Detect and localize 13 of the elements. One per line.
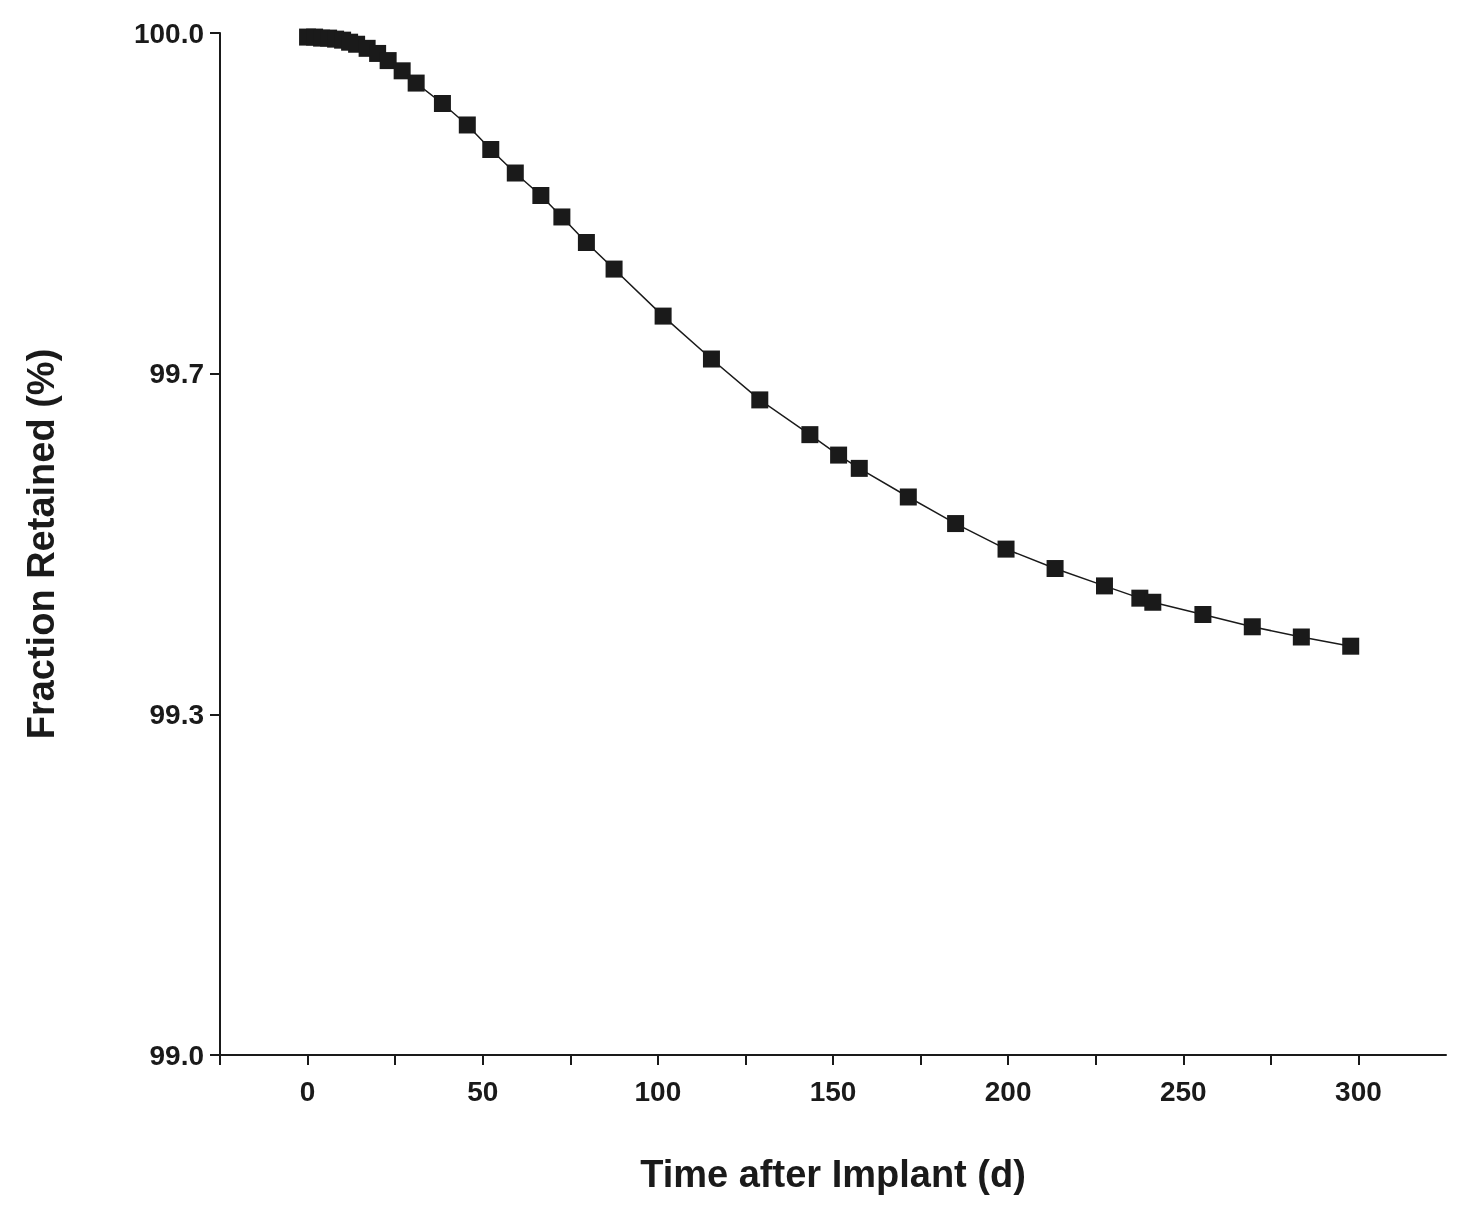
- x-tick-label: 300: [1335, 1075, 1382, 1107]
- y-tick-label: 99.0: [149, 1039, 204, 1071]
- y-axis-title: Fraction Retained (%): [20, 348, 62, 740]
- x-axis-title: Time after Implant (d): [640, 1153, 1026, 1195]
- y-tick-label: 100.0: [133, 17, 204, 49]
- x-tick-label: 200: [984, 1075, 1032, 1107]
- y-tick-label: 99.3: [149, 699, 204, 731]
- x-tick-label: 100: [634, 1075, 682, 1107]
- x-tick-label: 50: [467, 1075, 499, 1107]
- x-tick-label: 0: [299, 1075, 316, 1107]
- x-tick-label: 250: [1159, 1075, 1207, 1107]
- x-tick-label: 150: [809, 1075, 857, 1107]
- y-tick-label: 99.7: [149, 357, 204, 389]
